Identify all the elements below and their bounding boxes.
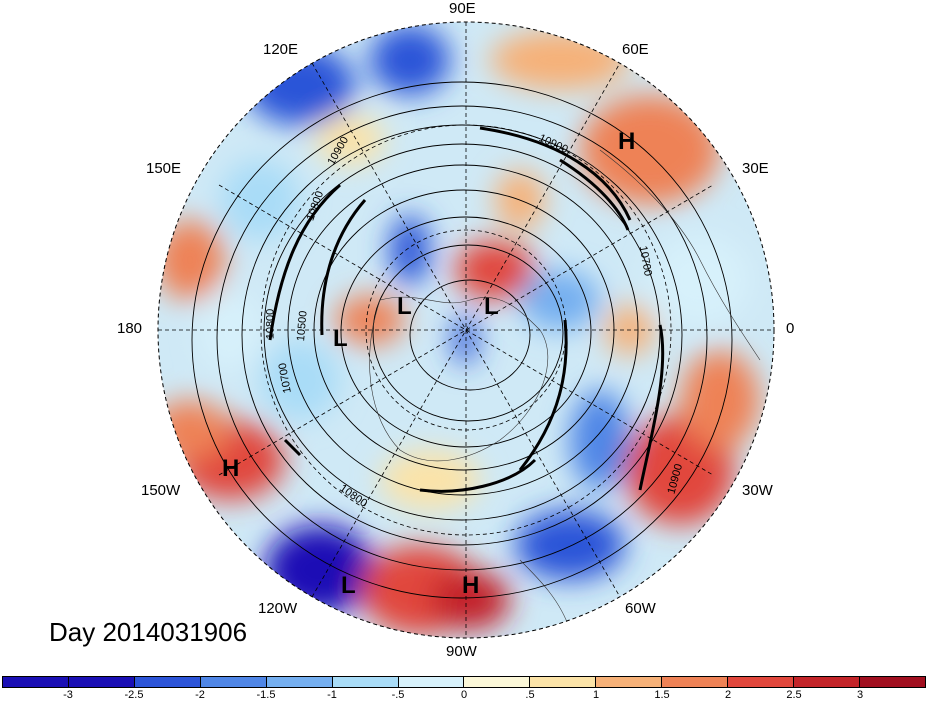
- colorbar-tick-label: -.5: [391, 689, 405, 701]
- lon-label-90w: 90W: [446, 643, 477, 660]
- lon-label-120e: 120E: [263, 41, 299, 58]
- lon-label-150w: 150W: [141, 482, 181, 499]
- lon-label-30e: 30E: [742, 160, 769, 177]
- colorbar-tick-label: 2.5: [786, 689, 802, 701]
- pressure-center-h-pacific: H: [222, 455, 240, 482]
- colorbar-tick-label: 1.5: [654, 689, 670, 701]
- colorbar-tick-label: 0: [460, 689, 468, 701]
- colorbar-swatch: [596, 677, 663, 687]
- colorbar-swatch: [68, 677, 135, 687]
- lon-label-60w: 60W: [625, 600, 656, 617]
- anomaly-field: [158, 22, 774, 638]
- date-title: Day 2014031906: [49, 617, 248, 647]
- lon-label-0: 0: [786, 320, 795, 337]
- pressure-center-l-4: L: [341, 572, 356, 599]
- colorbar-tick-label: .5: [525, 689, 535, 701]
- colorbar-tick-label: -1: [327, 689, 337, 701]
- pressure-center-l-2: L: [484, 293, 499, 320]
- pressure-center-h-europe: H: [618, 128, 636, 155]
- colorbar-tick-label: 3: [856, 689, 864, 701]
- colorbar-swatch: [200, 677, 267, 687]
- colorbar-tick-label: -3: [63, 689, 73, 701]
- colorbar-swatch: [3, 677, 69, 687]
- map-boundary: [157, 21, 775, 639]
- pressure-center-h-atlantic: H: [462, 572, 480, 599]
- colorbar-swatch: [794, 677, 860, 687]
- lat-lon-grid: [158, 22, 774, 638]
- lon-label-180: 180: [117, 320, 143, 337]
- colorbar-swatch: [728, 677, 795, 687]
- anomaly-blobs: [158, 25, 760, 635]
- colorbar-swatch: [530, 677, 597, 687]
- colorbar-swatch: [464, 677, 531, 687]
- colorbar-swatch: [398, 677, 465, 687]
- colorbar-swatch: [134, 677, 201, 687]
- colorbar-tick-label: 1: [592, 689, 600, 701]
- contour-label: 10800: [264, 308, 277, 340]
- colorbar-swatch: [332, 677, 399, 687]
- colorbar: [2, 676, 926, 688]
- lon-label-90e: 90E: [449, 0, 476, 17]
- lon-label-30w: 30W: [742, 482, 773, 499]
- lon-label-120w: 120W: [258, 600, 298, 617]
- pressure-center-l-3: L: [333, 325, 348, 352]
- colorbar-tick-label: -1.5: [256, 689, 276, 701]
- colorbar-tick-label: 2: [724, 689, 732, 701]
- colorbar-tick-label: -2.5: [124, 689, 144, 701]
- lon-label-60e: 60E: [622, 41, 649, 58]
- colorbar-tick-label: -2: [195, 689, 205, 701]
- colorbar-swatch: [859, 677, 925, 687]
- colorbar-swatch: [266, 677, 333, 687]
- height-contours: [191, 81, 733, 599]
- pressure-center-l-1: L: [397, 293, 412, 320]
- lon-label-150e: 150E: [146, 160, 182, 177]
- colorbar-swatch: [662, 677, 729, 687]
